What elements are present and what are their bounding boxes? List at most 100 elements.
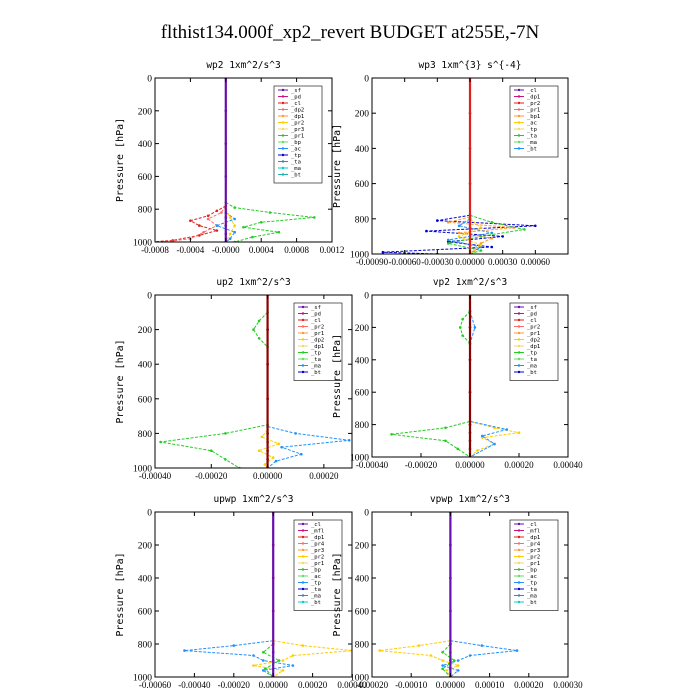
legend-entry: _pr3 <box>527 548 540 554</box>
y-tick-label: 400 <box>355 575 370 585</box>
series-point <box>417 644 421 647</box>
series-point <box>444 439 447 443</box>
chart-panel-2: wp3 1xm^{3} s^{-4} Pressure [hPa] 0 200 400 6… <box>332 60 569 267</box>
series-point <box>242 225 245 229</box>
legend-marker <box>281 88 285 92</box>
y-tick-label: 1000 <box>350 251 369 261</box>
legend-marker <box>517 312 521 315</box>
figure-title: flthist134.000f_xp2_revert BUDGET at255E… <box>161 22 540 43</box>
legend-marker <box>517 338 521 341</box>
panels: wp2 1xm^2/s^3 Pressure [hPa] 0 200 400 600 800… <box>115 60 583 690</box>
x-tick-label: -0.00060 <box>139 680 172 690</box>
series-point <box>457 231 461 235</box>
series-point <box>206 217 210 221</box>
series-point <box>446 221 450 224</box>
y-tick-label: 200 <box>138 542 153 552</box>
legend-entry: _pr2 <box>527 325 540 331</box>
legend-marker <box>517 88 521 92</box>
legend-marker <box>281 166 285 170</box>
legend-entry: _pd <box>311 312 321 318</box>
series-point <box>457 224 461 228</box>
series-point <box>183 649 186 652</box>
legend-entry: _bt <box>527 147 537 153</box>
legend-marker <box>301 370 305 374</box>
legend-marker <box>281 153 285 157</box>
legend-entry: _pr1 <box>311 331 324 337</box>
series-point <box>257 337 261 340</box>
series-line-tp <box>440 640 518 677</box>
legend-entry: _pr2 <box>311 325 324 331</box>
series-point <box>300 452 303 456</box>
legend-marker <box>517 147 521 150</box>
legend-entry: _pr1 <box>527 561 540 567</box>
x-tick-label: 0.00020 <box>504 460 534 470</box>
legend-entry: _ma <box>527 364 537 370</box>
legend-marker <box>301 338 305 341</box>
legend-entry: _dp2 <box>291 108 304 114</box>
legend-marker <box>517 535 521 539</box>
legend-marker <box>517 548 521 552</box>
series-point <box>444 426 447 430</box>
legend-entry: _ta <box>527 134 537 140</box>
plot-frame <box>154 294 353 469</box>
series-point <box>220 211 223 214</box>
y-tick-label: 0 <box>364 292 369 302</box>
legend-marker <box>301 535 305 539</box>
y-tick-label: 200 <box>355 324 370 334</box>
x-tick-label: -0.00020 <box>405 460 438 470</box>
series-point <box>202 230 205 234</box>
legend-marker <box>281 160 285 163</box>
legend-marker <box>301 331 305 335</box>
legend-marker <box>281 95 285 98</box>
x-tick-label: 0.00030 <box>488 257 518 267</box>
series-point <box>347 439 351 442</box>
series-point <box>233 230 236 234</box>
y-tick-label: 400 <box>355 145 370 155</box>
y-axis-label: Pressure [hPa] <box>332 124 343 208</box>
series-line-tp <box>267 426 350 468</box>
series-point <box>456 447 460 451</box>
plot-frame <box>154 77 333 243</box>
series-point <box>228 232 232 236</box>
legend-marker <box>517 305 521 309</box>
y-tick-label: 1000 <box>350 454 369 464</box>
legend-entry: _dp2 <box>311 338 324 344</box>
x-tick-label: 0.0008 <box>284 245 309 255</box>
series-point <box>441 667 444 671</box>
series-point <box>523 228 526 231</box>
legend-marker <box>517 600 521 604</box>
series-point <box>458 326 462 329</box>
chart-panel-6: vpwp 1xm^2/s^3 Pressure [hPa] 0 200 400 600 80… <box>332 494 583 690</box>
series-point <box>378 649 382 652</box>
series-point <box>381 250 385 254</box>
legend-entry: _sf <box>527 305 537 311</box>
x-tick-label: -0.00040 <box>178 680 211 690</box>
legend-marker <box>517 95 521 98</box>
series-point <box>262 659 265 662</box>
legend-entry: _mfl <box>527 529 540 535</box>
legend-marker <box>517 522 521 526</box>
y-tick-label: 0 <box>364 509 369 519</box>
legend-marker <box>281 173 285 176</box>
series-point <box>215 229 219 232</box>
legend-entry: _pr1 <box>527 108 540 114</box>
x-tick-label: -0.00060 <box>389 257 422 267</box>
x-tick-label: 0.0004 <box>249 245 274 255</box>
legend-marker <box>517 581 521 584</box>
series-point <box>446 242 450 245</box>
legend-marker <box>301 600 305 604</box>
legend-entry: _pr2 <box>527 101 540 107</box>
legend-marker <box>517 561 521 565</box>
series-point <box>461 334 464 337</box>
x-tick-label: -0.0008 <box>141 245 169 255</box>
series-point <box>259 221 263 224</box>
series-point <box>517 431 521 435</box>
series-point <box>233 217 236 221</box>
y-tick-label: 600 <box>355 389 370 399</box>
legend-marker <box>517 351 521 354</box>
series-point <box>456 659 460 662</box>
series-point <box>198 224 201 227</box>
series-point <box>159 440 162 444</box>
y-tick-label: 0 <box>147 509 152 519</box>
legend-marker <box>301 587 305 591</box>
